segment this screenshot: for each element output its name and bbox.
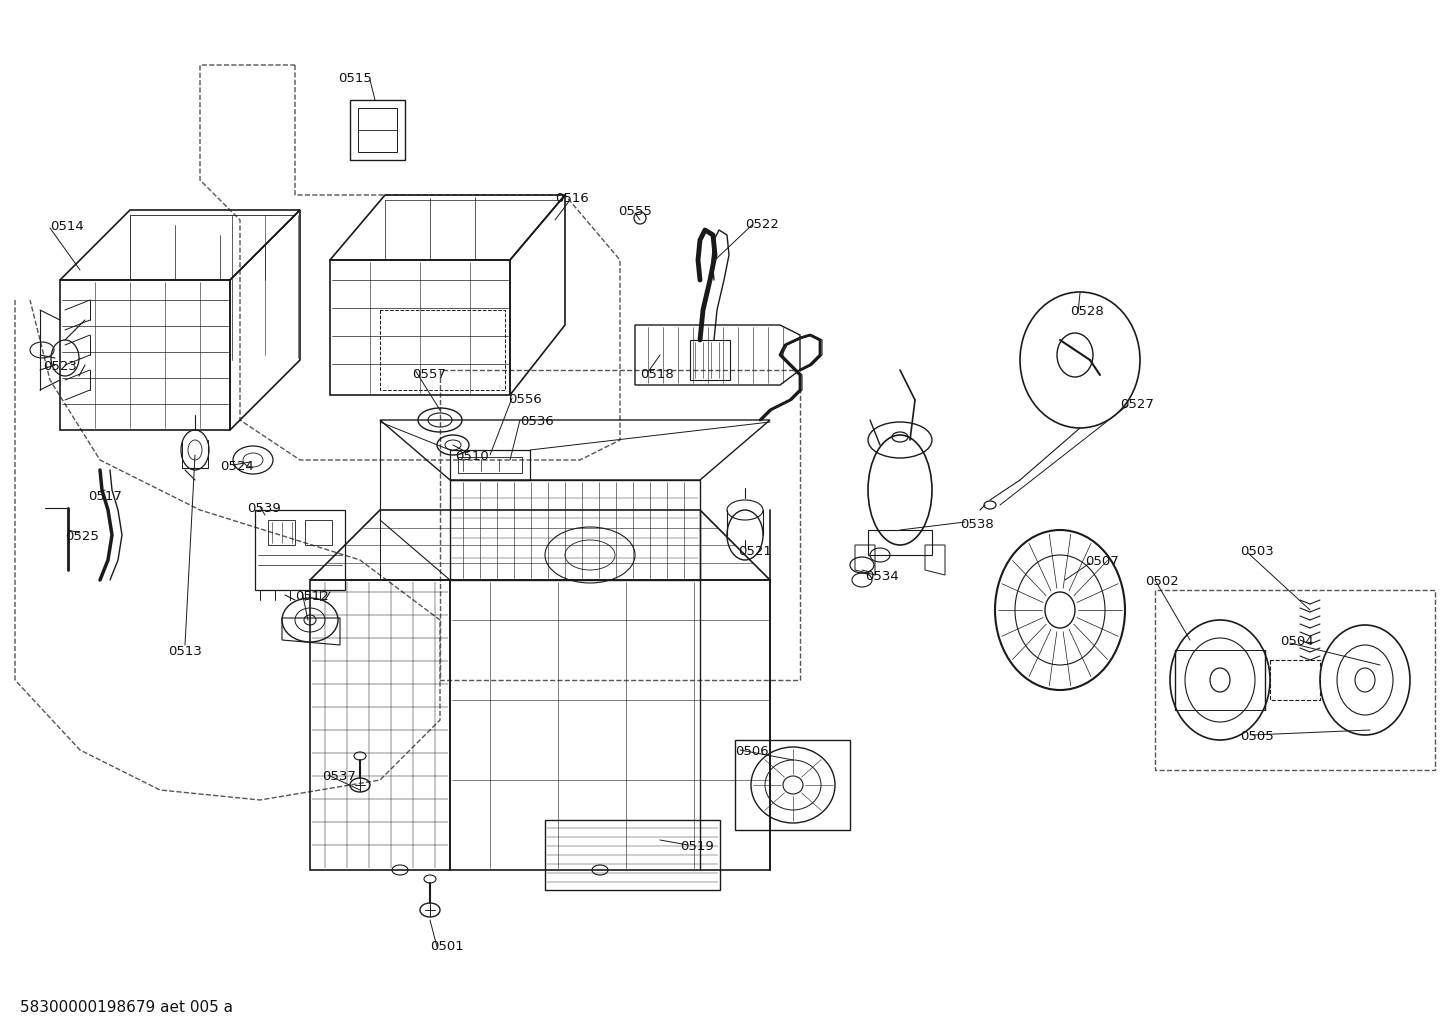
Text: 0515: 0515 — [337, 72, 372, 85]
Text: 0517: 0517 — [88, 490, 123, 503]
Text: 0539: 0539 — [247, 502, 281, 515]
Text: 0512: 0512 — [296, 590, 329, 603]
Text: 0519: 0519 — [681, 840, 714, 853]
Text: 0522: 0522 — [746, 218, 779, 231]
Text: 0503: 0503 — [1240, 545, 1273, 558]
Text: 0505: 0505 — [1240, 730, 1273, 743]
Text: 0507: 0507 — [1084, 555, 1119, 568]
Text: 0521: 0521 — [738, 545, 771, 558]
Text: 0538: 0538 — [960, 518, 994, 531]
Text: 0536: 0536 — [521, 415, 554, 428]
Text: 0506: 0506 — [735, 745, 769, 758]
Text: 0525: 0525 — [65, 530, 99, 543]
Text: 0516: 0516 — [555, 192, 588, 205]
Text: 0501: 0501 — [430, 940, 464, 953]
Text: 0527: 0527 — [1120, 398, 1154, 411]
Text: 0504: 0504 — [1280, 635, 1314, 648]
Text: 0523: 0523 — [43, 360, 76, 373]
Text: 0528: 0528 — [1070, 305, 1103, 318]
Text: 0510: 0510 — [456, 450, 489, 463]
Text: 0534: 0534 — [865, 570, 898, 583]
Text: 0556: 0556 — [508, 393, 542, 406]
Text: 0524: 0524 — [221, 460, 254, 473]
Text: 0513: 0513 — [169, 645, 202, 658]
Text: 0514: 0514 — [50, 220, 84, 233]
Text: 0518: 0518 — [640, 368, 673, 381]
Text: 0502: 0502 — [1145, 575, 1178, 588]
Text: 58300000198679 aet 005 a: 58300000198679 aet 005 a — [20, 1000, 234, 1015]
Text: 0537: 0537 — [322, 770, 356, 783]
Text: 0557: 0557 — [412, 368, 446, 381]
Text: 0555: 0555 — [619, 205, 652, 218]
